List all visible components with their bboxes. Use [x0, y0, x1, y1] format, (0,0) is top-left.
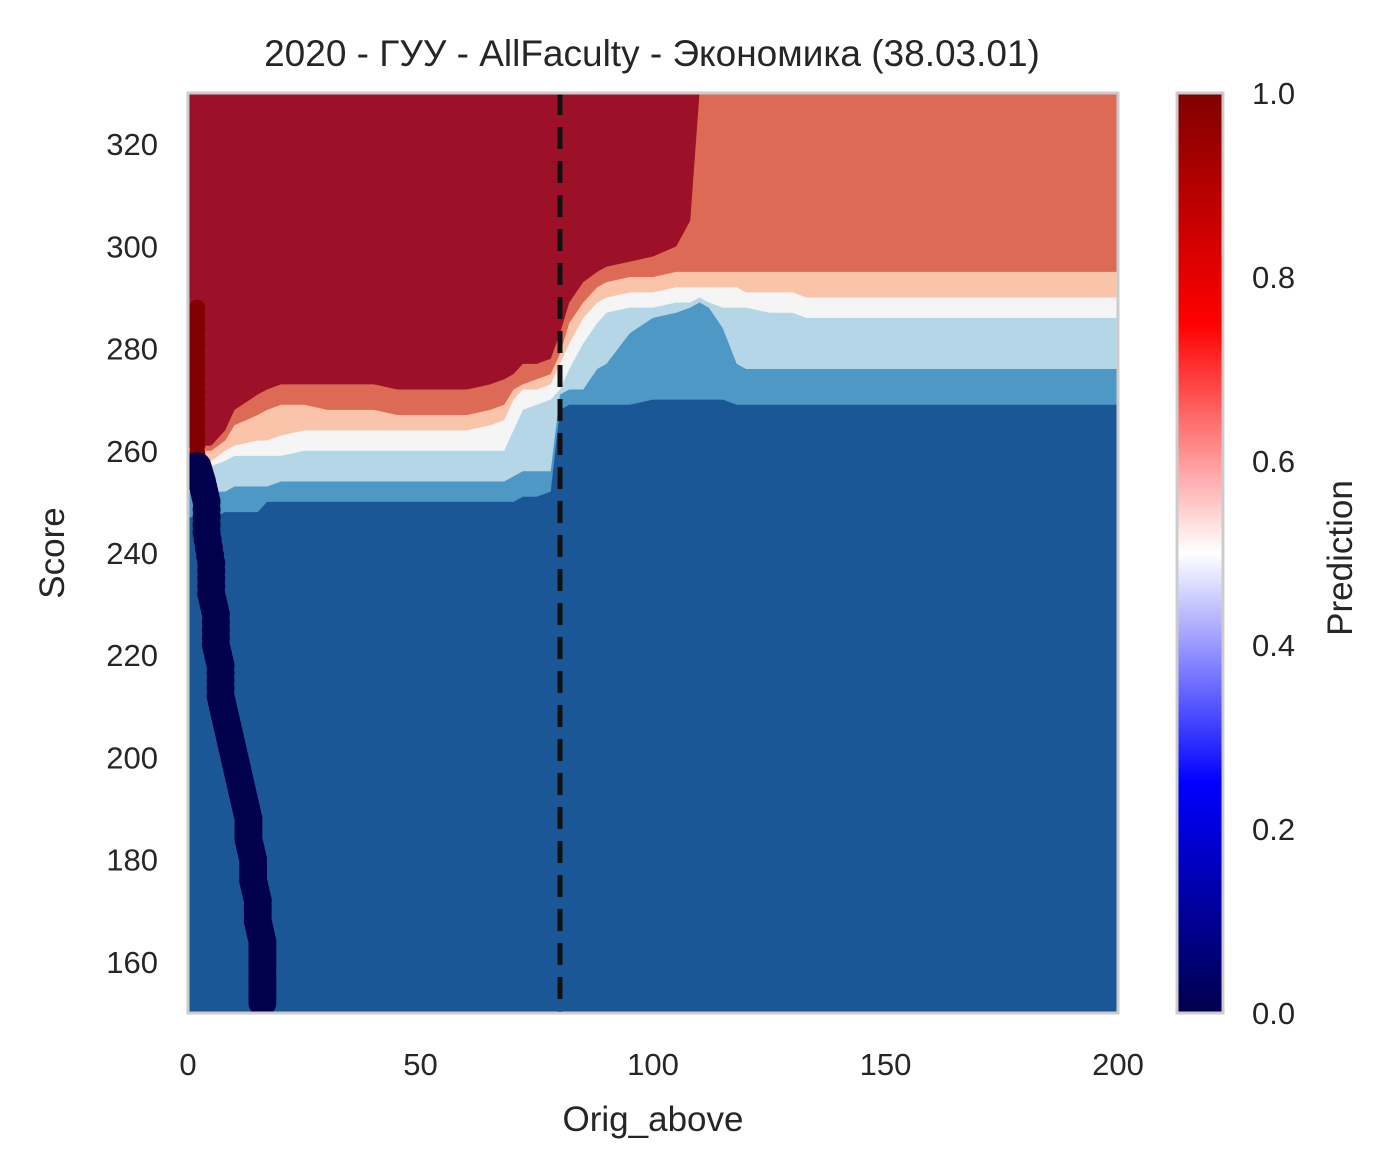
plot-frame [186, 91, 1120, 1015]
x-tick-label: 150 [860, 1047, 912, 1082]
plot-area [188, 93, 1118, 1013]
y-tick-label: 180 [106, 843, 158, 878]
chart-title: 2020 - ГУУ - AllFaculty - Экономика (38.… [264, 33, 1040, 74]
colorbar-tick-label: 0.0 [1252, 996, 1295, 1031]
colorbar-label: Prediction [1321, 480, 1360, 636]
low-prediction-points [188, 452, 277, 1013]
y-tick-label: 220 [106, 638, 158, 673]
y-tick-label: 300 [106, 229, 158, 264]
y-axis-ticks: 160 180 200 220 240 260 280 300 320 [106, 127, 158, 980]
colorbar-tick-label: 0.6 [1252, 444, 1295, 479]
y-tick-label: 160 [106, 945, 158, 980]
x-tick-label: 0 [179, 1047, 196, 1082]
colorbar-tick-label: 0.4 [1252, 628, 1295, 663]
x-tick-label: 100 [627, 1047, 679, 1082]
colorbar: 0.0 0.2 0.4 0.6 0.8 1.0 Prediction [1175, 76, 1360, 1031]
y-axis-label: Score [33, 507, 72, 598]
colorbar-tick-label: 0.8 [1252, 260, 1295, 295]
point-low [248, 988, 277, 1013]
colorbar-gradient [1177, 93, 1223, 1013]
y-tick-label: 320 [106, 127, 158, 162]
x-axis-ticks: 0 50 100 150 200 [179, 1047, 1143, 1082]
y-tick-label: 280 [106, 332, 158, 367]
contour-bands [188, 93, 1118, 1013]
y-tick-label: 200 [106, 740, 158, 775]
x-axis-label: Orig_above [563, 1100, 744, 1139]
x-tick-label: 50 [403, 1047, 437, 1082]
band-0.8-1.0 [188, 93, 1118, 446]
high-prediction-points [189, 299, 206, 469]
x-tick-label: 200 [1092, 1047, 1144, 1082]
y-tick-label: 260 [106, 434, 158, 469]
point-high [189, 299, 206, 316]
colorbar-tick-label: 1.0 [1252, 76, 1295, 111]
colorbar-frame [1175, 91, 1225, 1015]
colorbar-tick-label: 0.2 [1252, 812, 1295, 847]
colorbar-ticks: 0.0 0.2 0.4 0.6 0.8 1.0 [1252, 76, 1295, 1031]
y-tick-label: 240 [106, 536, 158, 571]
